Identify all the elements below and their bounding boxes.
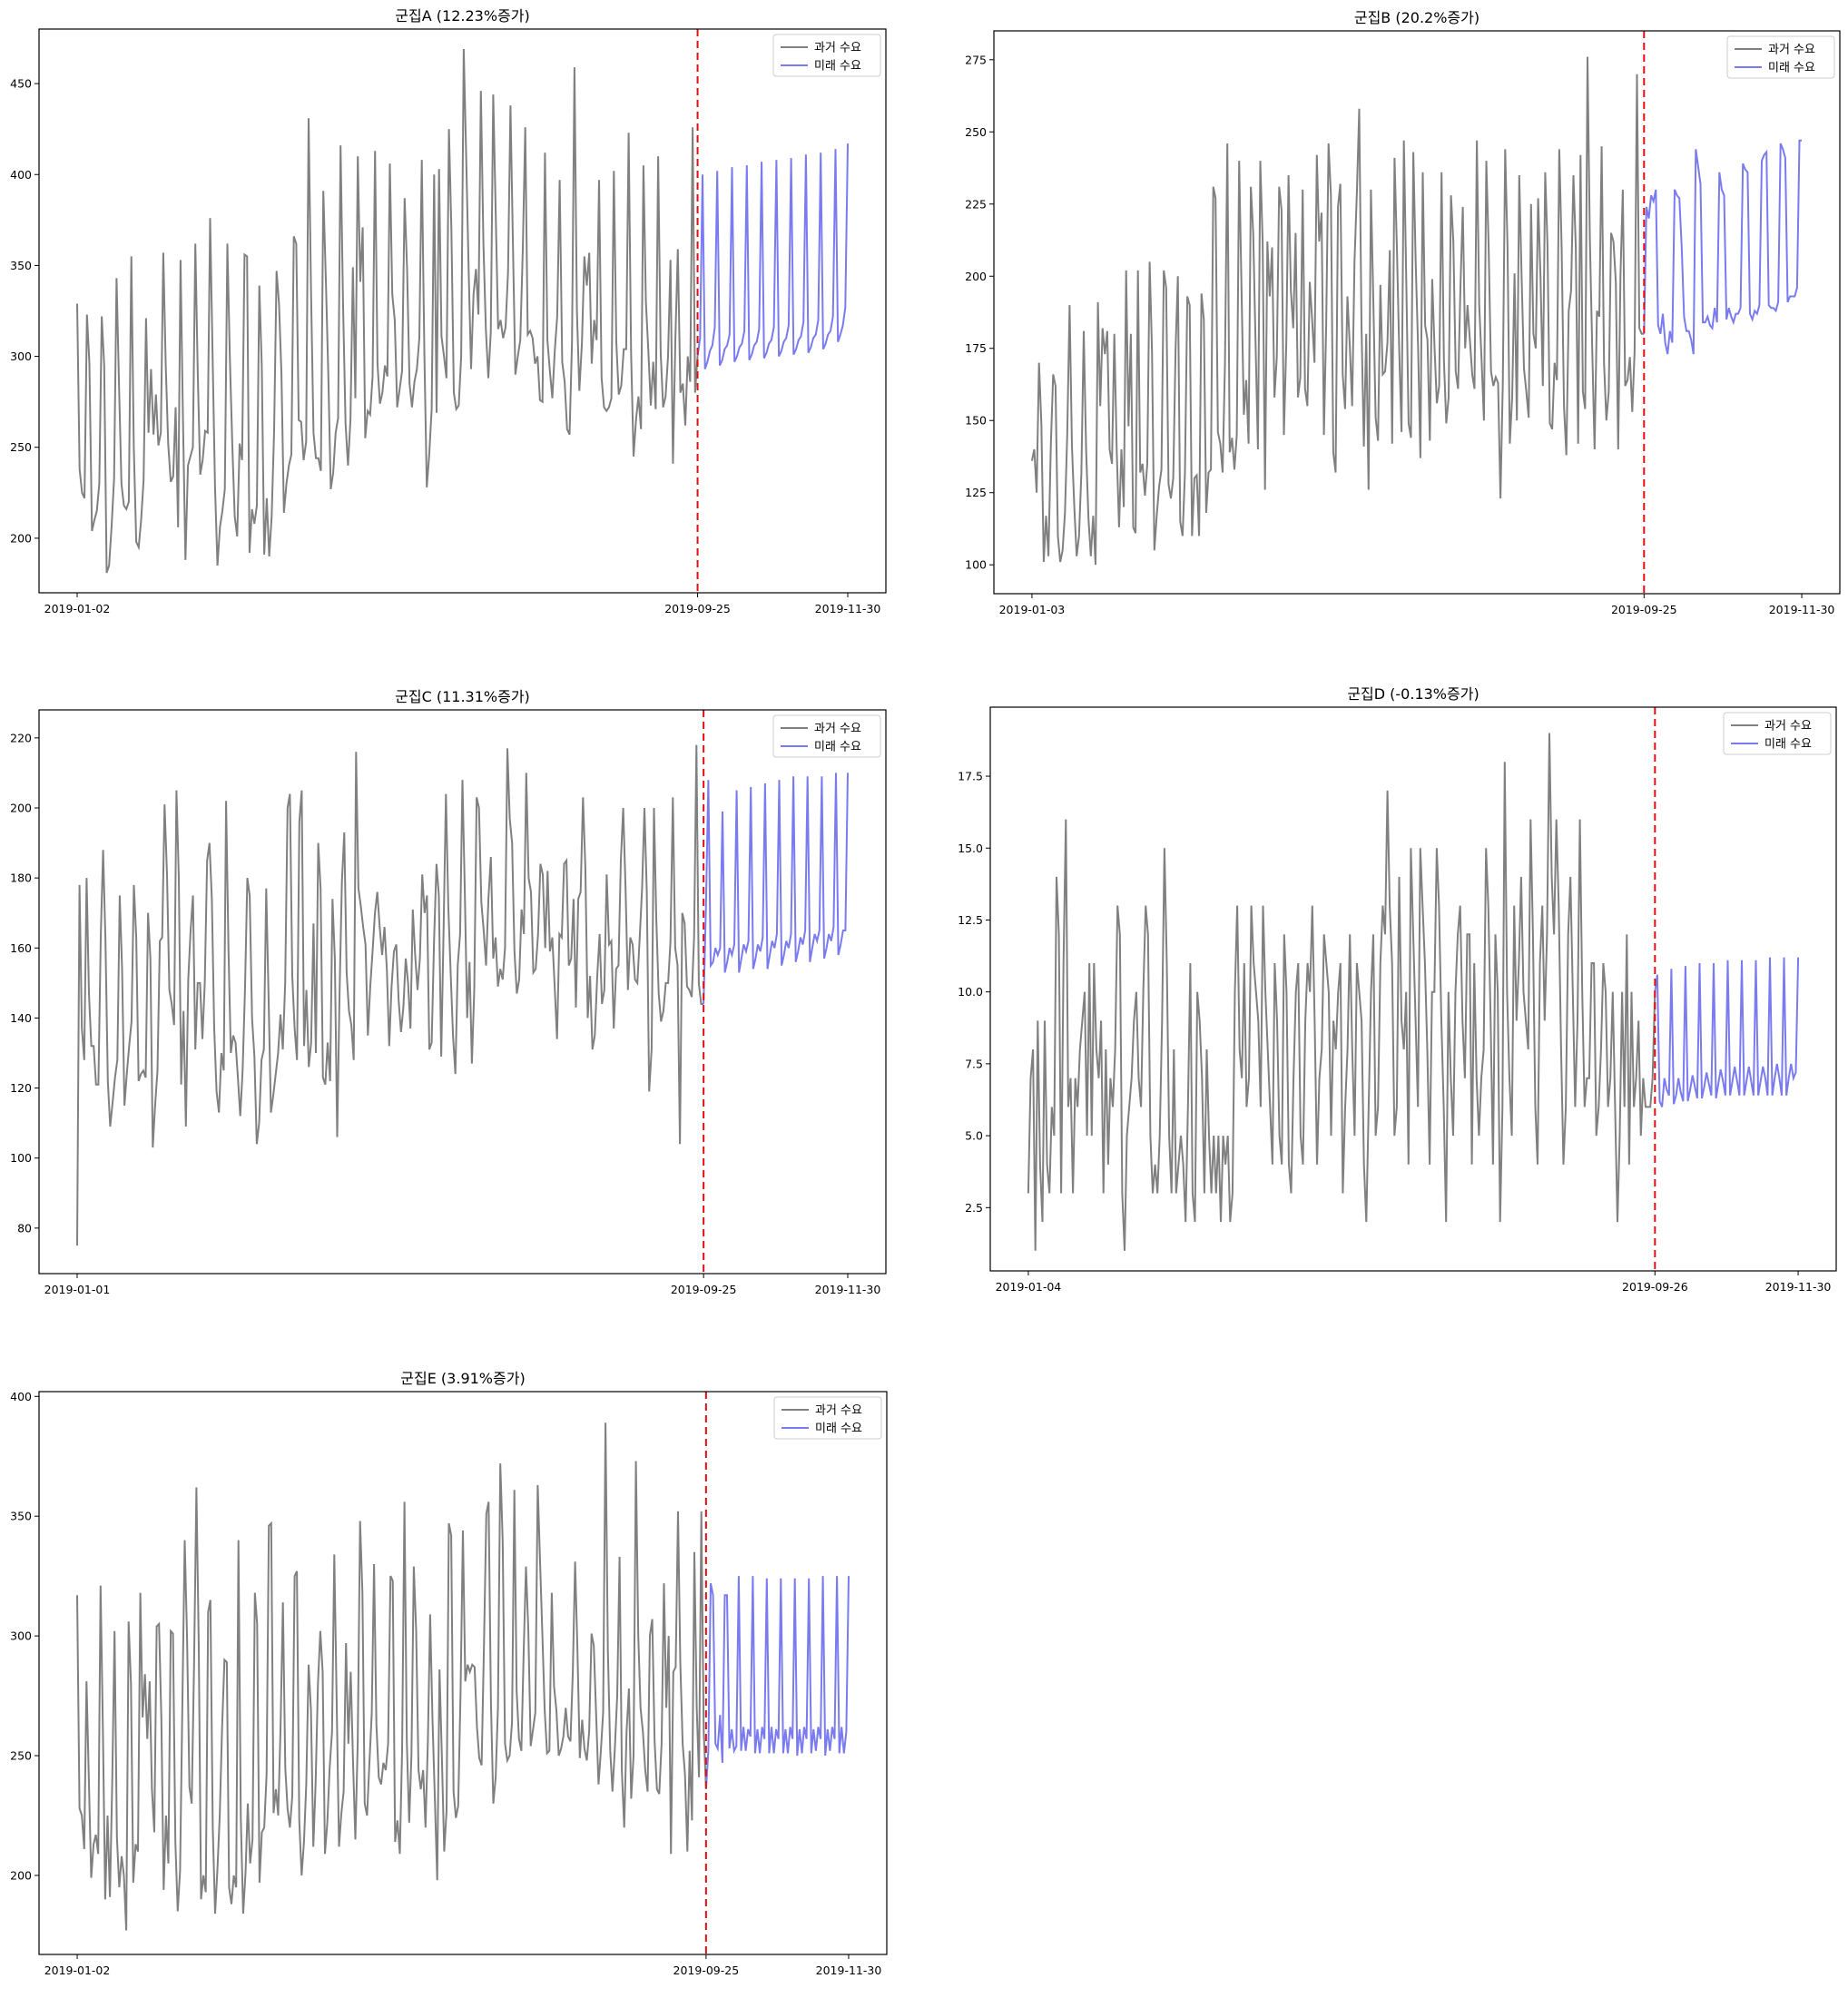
subplot-title: 군집B (20.2%증가)	[1354, 9, 1479, 26]
legend-past-label: 과거 수요	[1768, 44, 1815, 57]
y-tick-label: 12.5	[958, 913, 983, 927]
y-tick-label: 350	[10, 259, 32, 272]
y-tick-label: 80	[17, 1221, 32, 1235]
legend-past-label: 과거 수요	[814, 723, 861, 736]
y-tick-label: 275	[965, 53, 987, 66]
legend-future-label: 미래 수요	[814, 60, 861, 74]
legend-future-label: 미래 수요	[815, 1422, 862, 1436]
y-tick-label: 200	[10, 531, 32, 545]
y-tick-label: 250	[965, 125, 987, 139]
y-tick-label: 100	[965, 558, 987, 572]
subplot-title: 군집A (12.23%증가)	[395, 7, 529, 25]
x-tick-label: 2019-09-25	[673, 1964, 740, 1977]
series-past-line	[76, 48, 699, 574]
y-tick-label: 140	[10, 1011, 32, 1025]
subplot-e: 군집E (3.91%증가) 200 250 300 350 400 2019-01-02 20…	[10, 1370, 888, 1977]
y-tick-label: 120	[10, 1081, 32, 1095]
series-past-line	[76, 1422, 707, 1931]
x-tick-label: 2019-09-25	[671, 1283, 737, 1296]
y-tick-label: 250	[10, 440, 32, 454]
legend-future-label: 미래 수요	[814, 741, 861, 754]
y-tick-label: 200	[965, 270, 987, 283]
y-tick-label: 225	[965, 197, 987, 211]
x-tick-label: 2019-11-30	[815, 602, 881, 615]
axes-frame	[38, 1391, 888, 1955]
axes-frame	[38, 709, 887, 1275]
x-tick-label: 2019-11-30	[1765, 1280, 1832, 1294]
x-tick-label: 2019-01-02	[44, 1964, 111, 1977]
x-tick-label: 2019-09-25	[664, 602, 731, 615]
x-tick-label: 2019-01-01	[44, 1283, 111, 1296]
x-tick-label: 2019-01-02	[44, 602, 111, 615]
legend-past-label: 과거 수요	[1764, 720, 1812, 733]
subplot-b: 군집B (20.2%증가) 100 125 150 175 200 225 250 275 201…	[965, 9, 1841, 616]
y-tick-label: 200	[10, 1868, 32, 1882]
y-tick-label: 17.5	[958, 770, 983, 783]
x-tick-label: 2019-11-30	[816, 1964, 882, 1977]
subplot-title: 군집E (3.91%증가)	[400, 1370, 525, 1387]
y-tick-label: 400	[10, 168, 32, 182]
subplot-c: 군집C (11.31%증가) 80 100 120 140 160 180 200 220 201…	[10, 688, 887, 1296]
series-future-line	[704, 1576, 850, 1790]
series-future-line	[1643, 139, 1803, 355]
x-tick-label: 2019-09-25	[1611, 603, 1677, 616]
series-past-line	[1030, 56, 1645, 566]
legend-future-label: 미래 수요	[1768, 62, 1815, 75]
y-tick-label: 2.5	[965, 1201, 983, 1215]
y-tick-label: 400	[10, 1390, 32, 1403]
y-tick-label: 100	[10, 1151, 32, 1165]
y-tick-label: 5.0	[965, 1129, 983, 1143]
y-tick-label: 175	[965, 341, 987, 355]
legend-past-label: 과거 수요	[814, 42, 861, 55]
y-tick-label: 15.0	[958, 842, 983, 855]
y-tick-label: 200	[10, 802, 32, 815]
subplot-title: 군집C (11.31%증가)	[395, 688, 530, 705]
legend-future-label: 미래 수요	[1764, 738, 1812, 752]
series-future-line	[1654, 957, 1800, 1107]
y-tick-label: 450	[10, 77, 32, 91]
x-tick-label: 2019-09-26	[1622, 1280, 1688, 1294]
y-tick-label: 300	[10, 349, 32, 363]
x-tick-label: 2019-01-03	[999, 603, 1066, 616]
axes-frame	[993, 30, 1841, 595]
y-tick-label: 250	[10, 1749, 32, 1763]
legend-past-label: 과거 수요	[815, 1404, 862, 1418]
x-tick-label: 2019-11-30	[815, 1283, 881, 1296]
series-past-line	[1027, 733, 1656, 1251]
y-tick-label: 300	[10, 1629, 32, 1643]
x-tick-label: 2019-01-04	[996, 1280, 1062, 1294]
axes-frame	[989, 706, 1837, 1272]
y-tick-label: 180	[10, 871, 32, 885]
series-future-line	[703, 773, 849, 1005]
y-tick-label: 125	[965, 486, 987, 499]
y-tick-label: 220	[10, 731, 32, 744]
series-past-line	[76, 744, 704, 1246]
y-tick-label: 350	[10, 1510, 32, 1523]
subplot-a: 군집A (12.23%증가) 200 250 300 350 400 450 2019-01-…	[10, 7, 887, 615]
subplot-d: 군집D (-0.13%증가) 2.5 5.0 7.5 10.0 12.5 15.0 17.5 2…	[958, 685, 1837, 1294]
y-tick-label: 7.5	[965, 1057, 983, 1070]
x-tick-label: 2019-11-30	[1769, 603, 1835, 616]
axes-frame	[38, 28, 887, 594]
y-tick-label: 10.0	[958, 985, 983, 999]
y-tick-label: 150	[965, 414, 987, 428]
series-future-line	[696, 143, 849, 369]
subplot-title: 군집D (-0.13%증가)	[1347, 685, 1479, 703]
y-tick-label: 160	[10, 941, 32, 955]
